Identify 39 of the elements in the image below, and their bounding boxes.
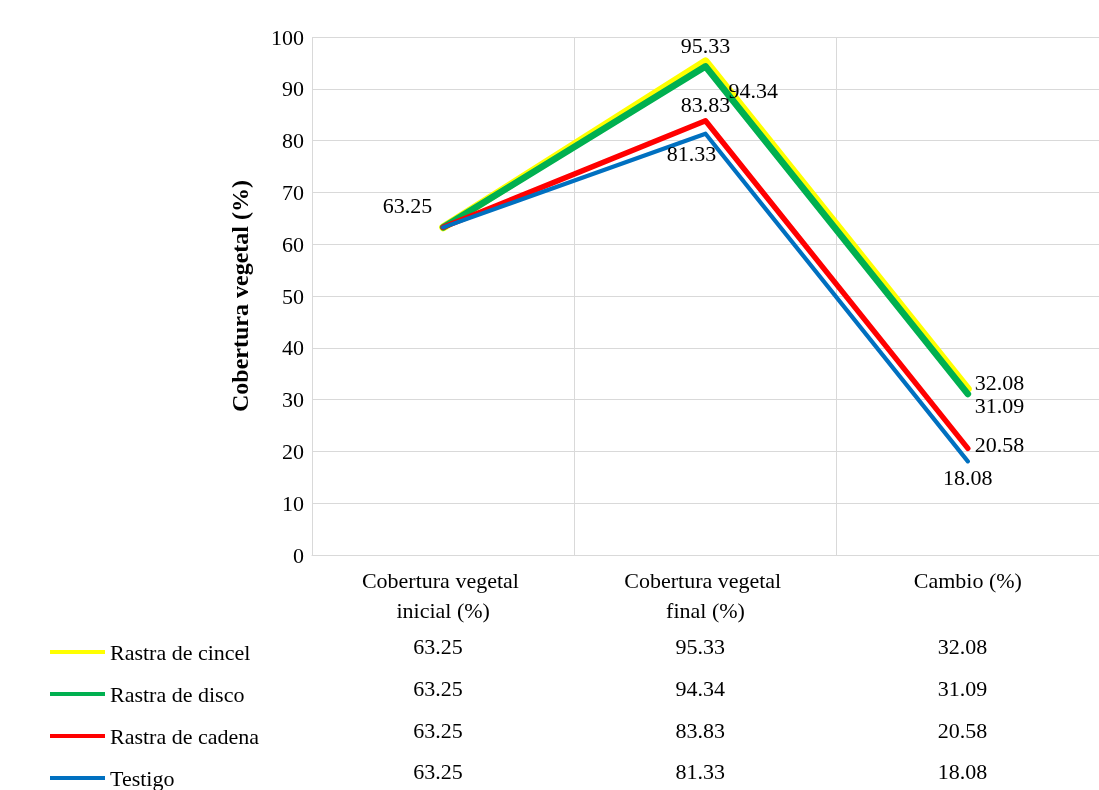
y-tick-label: 40 — [282, 335, 304, 361]
text: 83.83 — [680, 92, 731, 118]
data-label: 31.09 — [937, 675, 988, 701]
data-label: 83.83 — [675, 717, 725, 743]
text: 95.33 — [680, 32, 731, 58]
text: 63.25 — [413, 675, 463, 701]
y-tick-label: 10 — [282, 490, 304, 516]
y-tick-label: 80 — [282, 128, 304, 154]
text: 18.08 — [943, 464, 993, 490]
legend-label: Rastra de cadena — [110, 723, 260, 749]
y-tick-label: 70 — [282, 179, 304, 205]
text: 20.58 — [974, 431, 1025, 457]
x-tick-label: Cobertura vegetal final (%) — [624, 567, 787, 623]
data-label: 63.25 — [413, 633, 463, 659]
text: 81.33 — [666, 141, 717, 167]
legend-label: Rastra de cincel — [110, 639, 251, 665]
x-tick-label: Cobertura vegetal inicial (%) — [361, 567, 525, 623]
text: 63.25 — [413, 758, 463, 784]
y-tick-label: 0 — [293, 542, 304, 568]
y-tick-label: 50 — [282, 283, 304, 309]
x-tick-label: Cambio (%) — [913, 567, 1022, 593]
y-tick-label: 90 — [282, 76, 304, 102]
y-tick-label: 60 — [282, 231, 304, 257]
data-label: 20.58 — [937, 717, 988, 743]
data-label: 32.08 — [937, 633, 988, 659]
text: 63.25 — [413, 717, 463, 743]
data-label: 18.08 — [937, 758, 988, 784]
y-tick-label: 100 — [271, 24, 304, 50]
data-label: 81.33 — [675, 758, 725, 784]
data-label: 95.33 — [675, 633, 725, 659]
legend-label: Rastra de disco — [110, 681, 245, 707]
y-tick-label: 20 — [282, 438, 304, 464]
text: 31.09 — [974, 393, 1025, 419]
text: 32.08 — [974, 370, 1025, 396]
legend-label: Testigo — [110, 765, 175, 790]
text: 63.25 — [382, 192, 433, 218]
y-tick-label: 30 — [282, 387, 304, 413]
y-axis-title: Cobertura vegetal (%) — [227, 180, 253, 412]
data-label: 94.34 — [675, 675, 725, 701]
